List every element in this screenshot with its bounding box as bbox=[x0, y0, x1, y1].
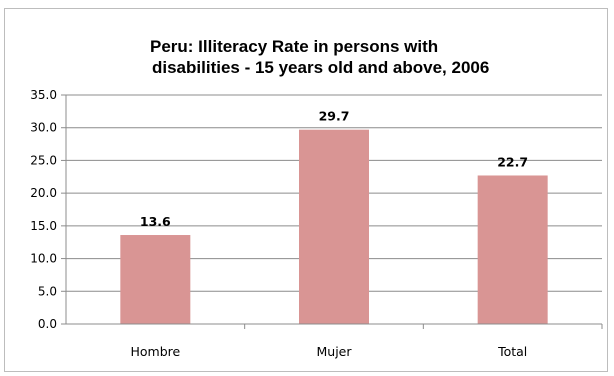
axes bbox=[61, 94, 603, 329]
y-tick-label: 10.0 bbox=[30, 252, 57, 266]
chart-title-line-1: Peru: Illiteracy Rate in persons with bbox=[150, 37, 439, 56]
chart-title: Peru: Illiteracy Rate in persons with di… bbox=[150, 36, 590, 78]
data-label: 22.7 bbox=[497, 154, 528, 169]
bar-mujer bbox=[299, 129, 369, 324]
y-tick-label: 35.0 bbox=[30, 88, 57, 102]
data-label: 13.6 bbox=[140, 214, 171, 229]
data-label: 29.7 bbox=[319, 109, 350, 124]
y-tick-label: 25.0 bbox=[30, 153, 57, 167]
y-tick-label: 15.0 bbox=[30, 219, 57, 233]
y-tick-label: 5.0 bbox=[38, 284, 57, 298]
data-labels: 13.6 29.7 22.7 bbox=[140, 109, 528, 229]
x-tick-label: Hombre bbox=[130, 344, 180, 359]
y-axis-ticks: 0.0 5.0 10.0 15.0 20.0 25.0 30.0 35.0 bbox=[30, 88, 57, 331]
y-tick-label: 0.0 bbox=[38, 317, 57, 331]
chart-title-line-2: disabilities - 15 years old and above, 2… bbox=[152, 58, 490, 77]
bar-hombre bbox=[120, 235, 191, 324]
x-axis-ticks: Hombre Mujer Total bbox=[130, 344, 527, 359]
bar-total bbox=[477, 175, 548, 324]
y-tick-label: 30.0 bbox=[30, 121, 57, 135]
y-tick-label: 20.0 bbox=[30, 186, 57, 200]
bars bbox=[120, 129, 548, 324]
x-tick-label: Mujer bbox=[316, 344, 352, 359]
x-tick-label: Total bbox=[497, 344, 527, 359]
